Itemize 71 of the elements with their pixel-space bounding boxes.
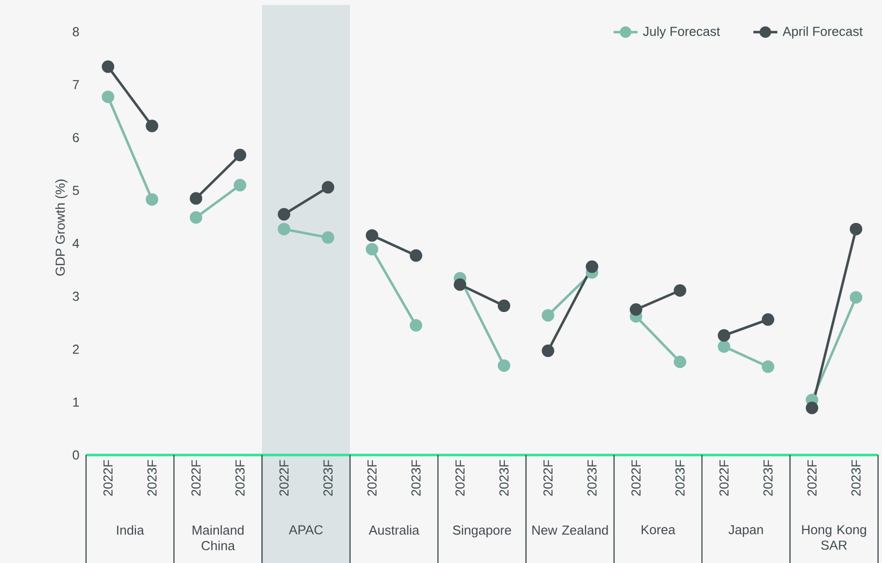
- x-tick-label: 2022F: [543, 460, 553, 496]
- x-tick-label: 2022F: [807, 460, 817, 496]
- y-tick-label: 7: [72, 80, 79, 90]
- point: [278, 208, 290, 221]
- y-tick-label: 2: [72, 344, 79, 354]
- point: [410, 249, 422, 262]
- point: [806, 402, 818, 414]
- point: [146, 193, 158, 206]
- point: [322, 231, 334, 244]
- x-tick-label: 2022F: [191, 460, 201, 496]
- x-tick-label: 2022F: [719, 460, 729, 496]
- point: [762, 313, 774, 326]
- text: Mainland China: [192, 525, 244, 550]
- x-tick-label: 2022F: [367, 460, 377, 496]
- x-tick-label: 2023F: [235, 460, 245, 496]
- point: [234, 148, 246, 162]
- point: [850, 291, 862, 304]
- legend-label: April Forecast: [782, 26, 863, 39]
- point: [278, 222, 290, 236]
- text: Australia: [368, 525, 420, 535]
- point: [762, 360, 774, 373]
- x-tick-label: 2022F: [631, 460, 641, 496]
- point: [366, 242, 378, 256]
- text: India: [117, 525, 144, 535]
- text: Hong Kong SAR: [802, 525, 866, 550]
- y-tick-label: 5: [72, 186, 79, 195]
- point: [102, 60, 114, 73]
- x-tick-label: 2023F: [587, 460, 597, 496]
- x-tick-label: 2023F: [411, 460, 421, 496]
- legend-label: July Forecast: [643, 26, 720, 39]
- point: [146, 120, 158, 132]
- point: [586, 260, 598, 273]
- y-tick-label: 0: [72, 450, 79, 460]
- point: [718, 329, 730, 342]
- x-tick-label: 2023F: [323, 460, 333, 496]
- point: [410, 319, 422, 332]
- x-tick-label: 2023F: [147, 460, 157, 496]
- point: [498, 300, 510, 312]
- text: Japan: [728, 525, 763, 537]
- point: [674, 356, 686, 368]
- point: [322, 181, 334, 194]
- text: APAC: [288, 525, 323, 534]
- x-tick-label: 2022F: [455, 460, 465, 496]
- point: [630, 303, 642, 316]
- point: [454, 278, 466, 291]
- y-axis-title: GDP Growth (%): [55, 180, 68, 276]
- x-tick-label: 2023F: [675, 460, 685, 496]
- y-tick-label: 6: [72, 132, 79, 142]
- point: [718, 340, 730, 353]
- point: [102, 90, 114, 104]
- x-tick-label: 2023F: [763, 460, 773, 496]
- y-tick-label: 8: [72, 27, 79, 36]
- point: [366, 229, 378, 242]
- text: New Zealand: [532, 525, 608, 535]
- point: [234, 178, 246, 192]
- point: [542, 309, 554, 322]
- y-tick-label: 1: [73, 398, 79, 407]
- text: Singapore: [452, 525, 512, 538]
- point: [190, 211, 202, 224]
- x-tick-label: 2023F: [499, 460, 509, 496]
- text: Korea: [642, 525, 676, 534]
- point: [542, 344, 554, 358]
- point: [850, 222, 862, 236]
- point: [498, 359, 510, 372]
- y-tick-label: 4: [72, 238, 80, 248]
- x-tick-label: 2022F: [279, 460, 289, 496]
- x-tick-label: 2022F: [103, 460, 113, 496]
- x-tick-label: 2023F: [851, 460, 861, 496]
- y-tick-label: 3: [72, 292, 79, 301]
- point: [190, 192, 202, 205]
- point: [674, 284, 686, 297]
